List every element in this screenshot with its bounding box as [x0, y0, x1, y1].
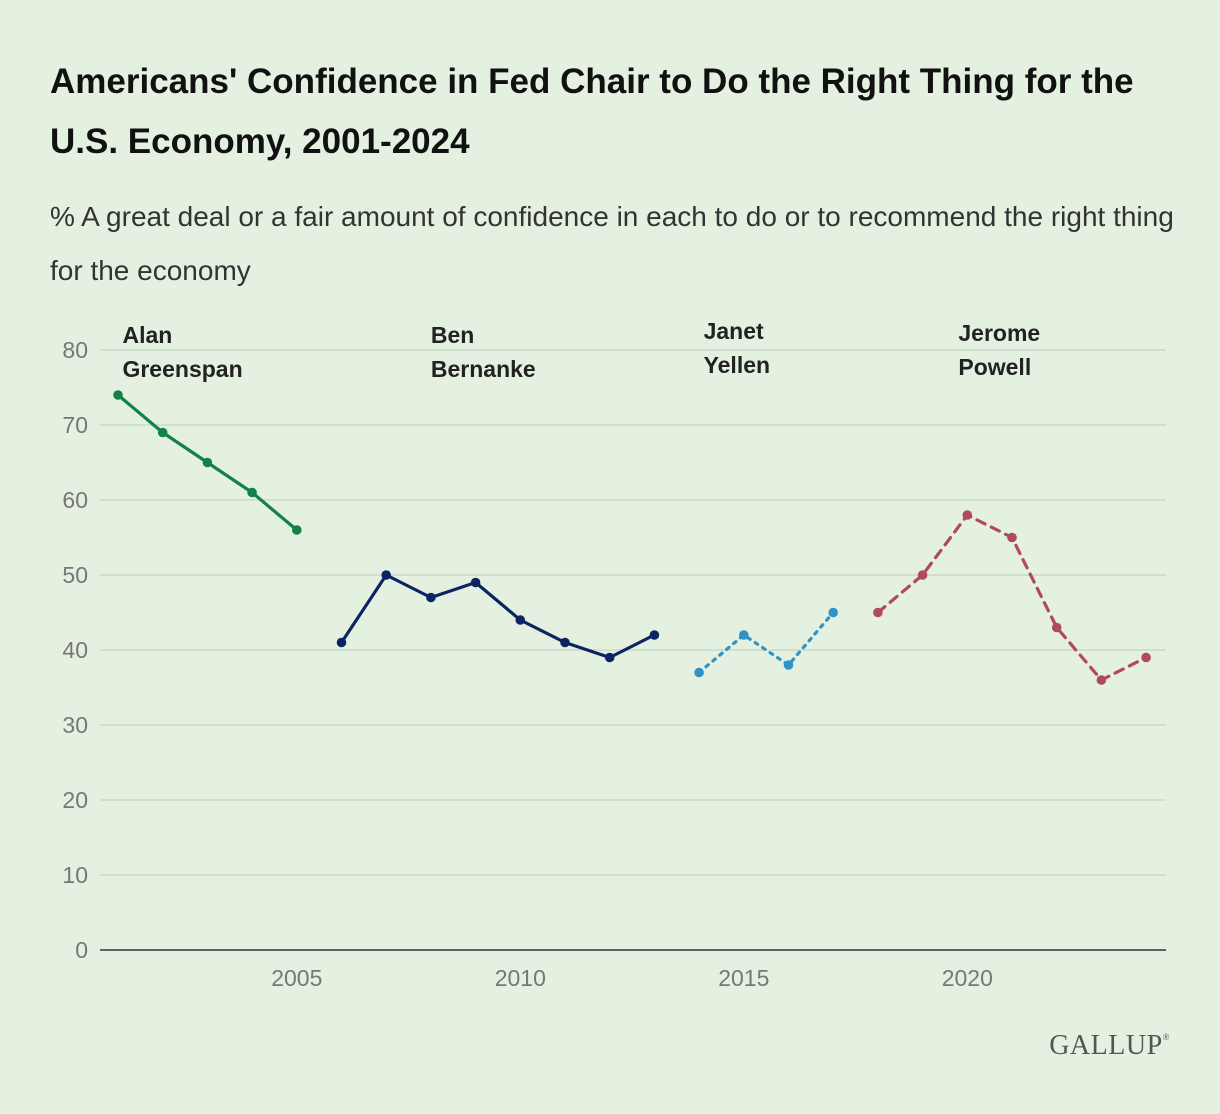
series-label-jerome-powell-line-1: Jerome	[958, 320, 1040, 346]
chart-title: Americans' Confidence in Fed Chair to Do…	[50, 62, 1134, 161]
data-point-ben-bernanke-2012	[604, 652, 615, 663]
y-tick-label-70: 70	[62, 412, 88, 438]
data-point-jerome-powell-2023	[1096, 675, 1107, 685]
series-label-ben-bernanke-line-1: Ben	[431, 322, 474, 348]
data-point-jerome-powell-2020	[962, 510, 973, 520]
x-tick-label-2015: 2015	[718, 965, 769, 991]
series-labels: Alan Greenspan Ben Bernanke Janet Yellen Jerom…	[122, 318, 1040, 382]
data-point-alan-greenspan-2001	[113, 390, 123, 400]
data-point-ben-bernanke-2006	[336, 637, 347, 648]
data-point-janet-yellen-2016	[783, 660, 794, 670]
y-tick-label-80: 80	[62, 337, 88, 363]
x-tick-label-2020: 2020	[942, 965, 993, 991]
y-tick-label-60: 60	[62, 487, 88, 513]
data-point-ben-bernanke-2009	[470, 577, 481, 588]
y-tick-label-0: 0	[75, 937, 88, 963]
data-point-ben-bernanke-2008	[426, 592, 436, 603]
x-tick-label-2005: 2005	[271, 965, 322, 991]
series-jerome-powell	[873, 510, 1151, 685]
data-point-jerome-powell-2018	[873, 607, 883, 618]
data-point-ben-bernanke-2007	[381, 570, 392, 580]
axes: 0 10 20 30 40 50 60 70 80 2005 2010 2015 2020	[62, 337, 1166, 991]
data-point-janet-yellen-2015	[739, 630, 749, 640]
data-point-alan-greenspan-2003	[202, 457, 213, 468]
x-tick-label-2010: 2010	[495, 965, 546, 991]
data-point-janet-yellen-2014	[694, 667, 704, 678]
data-point-janet-yellen-2017	[828, 607, 838, 618]
data-point-alan-greenspan-2002	[157, 427, 168, 438]
series-label-janet-yellen-line-2: Yellen	[704, 352, 770, 378]
y-tick-label-40: 40	[62, 637, 88, 663]
series-label-jerome-powell-line-2: Powell	[958, 354, 1031, 380]
series-label-janet-yellen-line-1: Janet	[704, 318, 764, 344]
data-point-ben-bernanke-2011	[560, 637, 570, 648]
data-point-alan-greenspan-2005	[292, 525, 302, 535]
series-line-ben-bernanke	[339, 573, 657, 660]
data-point-ben-bernanke-2013	[649, 630, 660, 640]
series-ben-bernanke	[336, 570, 660, 663]
y-tick-label-50: 50	[62, 562, 88, 588]
series-group	[113, 390, 1151, 685]
data-point-jerome-powell-2019	[917, 570, 928, 580]
y-tick-label-20: 20	[62, 787, 88, 813]
data-point-jerome-powell-2021	[1007, 532, 1017, 543]
y-tick-label-10: 10	[62, 862, 88, 888]
gallup-logo-text: GALLUP	[1049, 1030, 1163, 1061]
grid-lines	[100, 349, 1166, 876]
chart-subtitle: % A great deal or a fair amount of confi…	[50, 201, 1174, 286]
data-point-alan-greenspan-2004	[247, 487, 257, 498]
series-label-alan-greenspan-line-1: Alan	[122, 322, 172, 348]
series-alan-greenspan	[113, 390, 302, 535]
registered-mark: ®	[1162, 1032, 1170, 1042]
series-label-ben-bernanke-line-2: Bernanke	[431, 356, 536, 382]
data-point-jerome-powell-2022	[1051, 622, 1062, 633]
data-point-jerome-powell-2024	[1141, 652, 1151, 663]
data-point-ben-bernanke-2010	[515, 615, 526, 625]
gallup-logo: GALLUP®	[1049, 1030, 1170, 1062]
series-label-alan-greenspan-line-2: Greenspan	[122, 356, 242, 382]
y-tick-label-30: 30	[62, 712, 88, 738]
series-line-janet-yellen	[697, 610, 835, 675]
series-janet-yellen	[694, 607, 838, 678]
